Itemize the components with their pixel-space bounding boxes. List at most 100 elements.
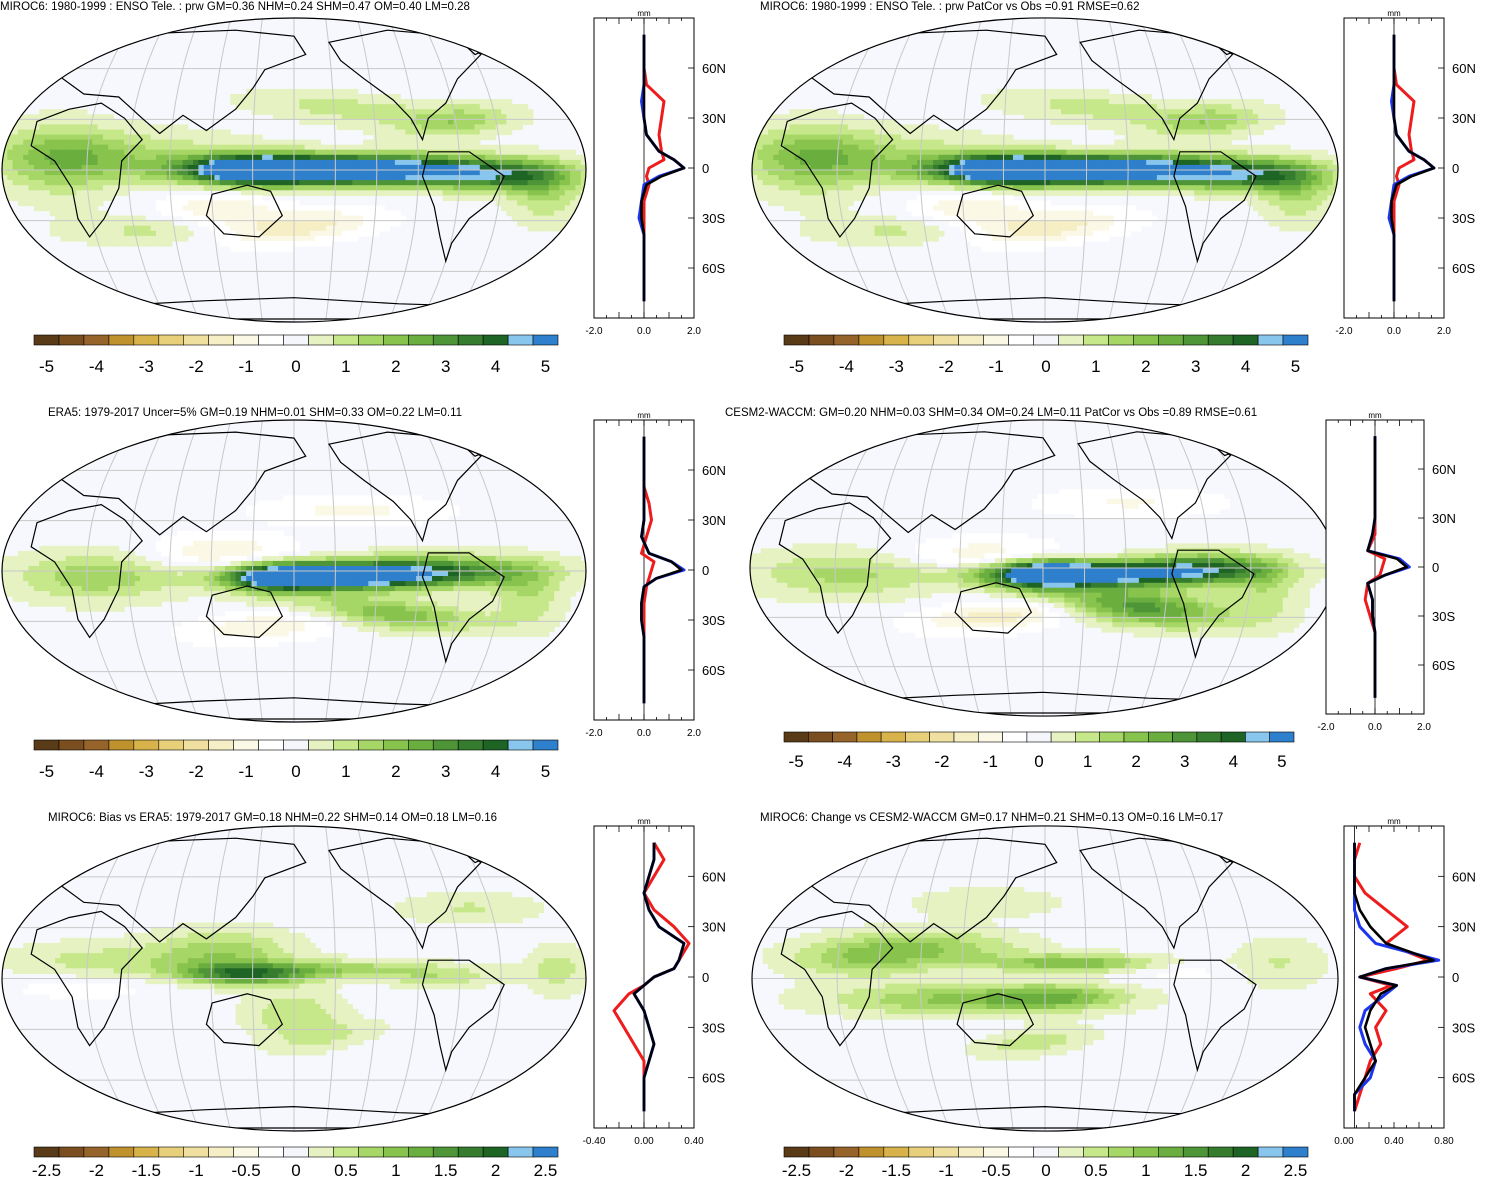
profile-lat-label: 0 — [702, 970, 709, 985]
profile-lat-label: 0 — [702, 161, 709, 176]
colorbar-swatch — [457, 334, 484, 346]
colorbar-swatch — [1182, 334, 1209, 346]
colorbar-swatch — [308, 1146, 334, 1158]
colorbar-tick-label: 5 — [541, 357, 550, 376]
colorbar-swatch — [1148, 731, 1173, 743]
colorbar-tick-label: 1 — [341, 762, 350, 781]
colorbar-swatch — [883, 1146, 910, 1158]
colorbar-swatch — [233, 334, 259, 346]
panel-title: MIROC6: Bias vs ERA5: 1979-2017 GM=0.18 … — [48, 812, 497, 824]
colorbar-swatch — [1026, 731, 1052, 743]
colorbar-swatch — [1282, 1146, 1309, 1158]
colorbar-swatch — [308, 739, 334, 751]
colorbar-tick-label: -5 — [39, 762, 54, 781]
colorbar-tick-label: -2 — [934, 752, 949, 771]
colorbar-swatch — [108, 334, 135, 346]
colorbar-swatch — [382, 739, 409, 751]
colorbar-swatch — [133, 334, 160, 346]
colorbar-swatch — [58, 739, 85, 751]
profile-x-label: 0.0 — [637, 326, 651, 337]
colorbar-tick-label: -4 — [89, 762, 104, 781]
colorbar-swatch — [905, 731, 931, 743]
colorbar-tick-label: 2 — [391, 357, 400, 376]
profile-lat-label: 30S — [702, 1020, 725, 1035]
profile-x-label: 0.40 — [684, 1136, 704, 1147]
profile-lat-label: 30N — [1452, 111, 1476, 126]
graticule — [750, 419, 1336, 717]
profile-unit: mm — [1387, 817, 1401, 826]
zonal-profile: mm 60N 30N 0 30S 60S -2.0 0.0 2.0 — [1317, 411, 1455, 733]
colorbar: -5 -4 -3 -2 -1 0 1 2 3 4 5 — [783, 731, 1295, 771]
colorbar-tick-label: 5 — [1277, 752, 1286, 771]
zonal-profile: mm 60N 30N 0 30S 60S -0.40 0.00 0.40 — [583, 817, 726, 1147]
panel-title: MIROC6: 1980-1999 : ENSO Tele. : prw GM=… — [0, 1, 470, 13]
colorbar-swatch — [33, 739, 60, 751]
colorbar-tick-label: 0 — [291, 1161, 300, 1179]
panel-p3: ERA5: 1979-2017 Uncer=5% GM=0.19 NHM=0.0… — [1, 407, 726, 781]
colorbar: -2.5 -2 -1.5 -1 -0.5 0 0.5 1 1.5 2 2.5 — [782, 1146, 1309, 1179]
colorbar-tick-label: 0 — [291, 762, 300, 781]
colorbar-swatch — [532, 739, 559, 751]
map-border — [1, 825, 587, 1132]
colorbar-swatch — [1257, 1146, 1284, 1158]
colorbar-tick-label: -5 — [789, 357, 804, 376]
colorbar-swatch — [1282, 334, 1309, 346]
colorbar-swatch — [532, 1146, 559, 1158]
profile-lat-label: 30N — [1452, 920, 1476, 935]
map-border — [751, 17, 1339, 323]
colorbar-swatch — [1232, 334, 1259, 346]
colorbar-swatch — [407, 739, 434, 751]
colorbar-swatch — [208, 739, 234, 751]
colorbar-swatch — [783, 1146, 810, 1158]
colorbar-swatch — [1182, 1146, 1209, 1158]
colorbar-swatch — [1050, 731, 1076, 743]
colorbar-swatch — [1008, 1146, 1034, 1158]
robinson-map — [2, 826, 586, 1131]
colorbar-swatch — [1133, 1146, 1159, 1158]
colorbar-swatch — [507, 739, 534, 751]
colorbar-swatch — [1008, 334, 1034, 346]
panel-title: MIROC6: Change vs CESM2-WACCM GM=0.17 NH… — [760, 812, 1223, 824]
colorbar-swatch — [958, 334, 985, 346]
colorbar-swatch — [1083, 1146, 1109, 1158]
colorbar-swatch — [908, 334, 935, 346]
colorbar-swatch — [283, 334, 309, 346]
profile-line-black — [1353, 842, 1435, 1112]
profile-lat-label: 30S — [1452, 1020, 1475, 1035]
colorbar-tick-label: -2.5 — [782, 1161, 811, 1179]
profile-x-label: -2.0 — [1317, 722, 1335, 733]
colorbar-swatch — [1108, 1146, 1134, 1158]
colorbar-swatch — [432, 334, 459, 346]
colorbar-swatch — [108, 1146, 135, 1158]
colorbar-swatch — [432, 739, 459, 751]
colorbar-swatch — [1245, 731, 1271, 743]
colorbar-tick-label: -1 — [239, 357, 254, 376]
profile-line-black — [1366, 436, 1409, 698]
profile-x-label: 0.40 — [1384, 1136, 1404, 1147]
colorbar-swatch — [333, 334, 359, 346]
colorbar-swatch — [1232, 1146, 1259, 1158]
colorbar-tick-label: 2 — [1241, 1161, 1250, 1179]
profile-lat-label: 0 — [1452, 161, 1459, 176]
colorbar-swatch — [457, 1146, 484, 1158]
colorbar-swatch — [283, 1146, 309, 1158]
zonal-profile: mm 60N 30N 0 30S 60S -2.0 0.0 2.0 — [585, 9, 725, 337]
colorbar-tick-label: 2.5 — [534, 1161, 558, 1179]
colorbar-swatch — [33, 1146, 60, 1158]
colorbar-swatch — [856, 731, 882, 743]
colorbar-swatch — [133, 739, 160, 751]
profile-lat-label: 30N — [702, 920, 726, 935]
zonal-profile: mm 60N 30N 0 30S 60S 0.00 0.40 0.80 — [1334, 817, 1476, 1147]
colorbar-tick-label: -5 — [789, 752, 804, 771]
profile-lat-label: 60S — [702, 663, 725, 678]
profile-line-black — [1390, 34, 1436, 302]
colorbar-swatch — [1158, 1146, 1184, 1158]
panel-p4: CESM2-WACCM: GM=0.20 NHM=0.03 SHM=0.34 O… — [725, 407, 1456, 771]
colorbar-swatch — [358, 739, 384, 751]
colorbar-tick-label: 0 — [1041, 1161, 1050, 1179]
profile-unit: mm — [1368, 411, 1382, 420]
profile-lat-label: 60S — [702, 261, 725, 276]
colorbar-swatch — [308, 334, 334, 346]
colorbar-swatch — [832, 731, 858, 743]
